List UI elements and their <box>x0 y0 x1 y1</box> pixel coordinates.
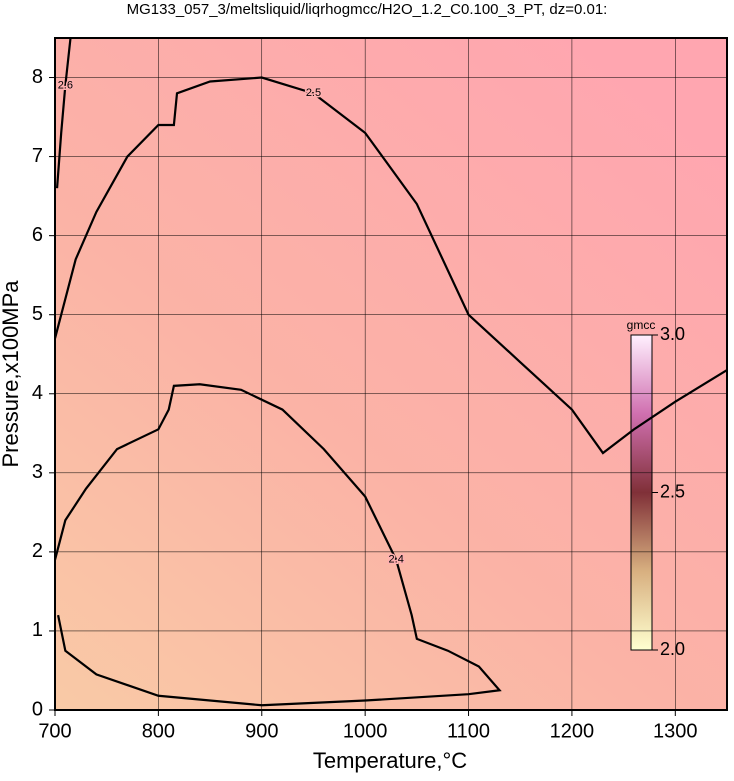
y-tick-label: 7 <box>32 145 43 167</box>
chart-title: MG133_057_3/meltsliquid/liqrhogmcc/H2O_1… <box>127 1 608 18</box>
x-tick-label: 700 <box>38 720 71 742</box>
x-tick-label: 1000 <box>343 720 388 742</box>
x-tick-label: 1100 <box>447 720 490 742</box>
contour-line <box>53 383 502 707</box>
contour-line <box>53 76 728 455</box>
y-axis-label: Pressure,x100MPa <box>0 280 23 468</box>
x-tick-label: 900 <box>245 720 278 742</box>
colorbar <box>630 334 653 651</box>
contour-label: 2.5 <box>306 87 321 99</box>
colorbar-label: gmcc <box>627 318 656 332</box>
x-tick-label: 1200 <box>550 720 595 742</box>
colorbar-tick-label: 2.5 <box>660 481 685 501</box>
contour-line <box>55 37 72 189</box>
contour-label: 2.6 <box>58 79 73 91</box>
colorbar-tick-label: 2.0 <box>660 639 685 659</box>
y-tick-label: 3 <box>32 461 43 483</box>
y-tick-label: 2 <box>32 540 43 562</box>
contour-label: 2.4 <box>389 554 404 566</box>
y-tick-label: 0 <box>32 698 43 720</box>
plot-frame <box>54 37 728 711</box>
y-tick-label: 4 <box>32 382 43 404</box>
x-tick-label: 1300 <box>653 720 698 742</box>
x-tick-label: 800 <box>142 720 175 742</box>
y-tick-label: 5 <box>32 303 43 325</box>
plot-background <box>55 38 727 710</box>
y-tick-label: 6 <box>32 224 43 246</box>
colorbar-tick-label: 3.0 <box>660 324 685 344</box>
y-tick-label: 8 <box>32 66 43 88</box>
x-axis-label: Temperature,°C <box>313 748 467 773</box>
y-tick-label: 1 <box>32 619 43 641</box>
